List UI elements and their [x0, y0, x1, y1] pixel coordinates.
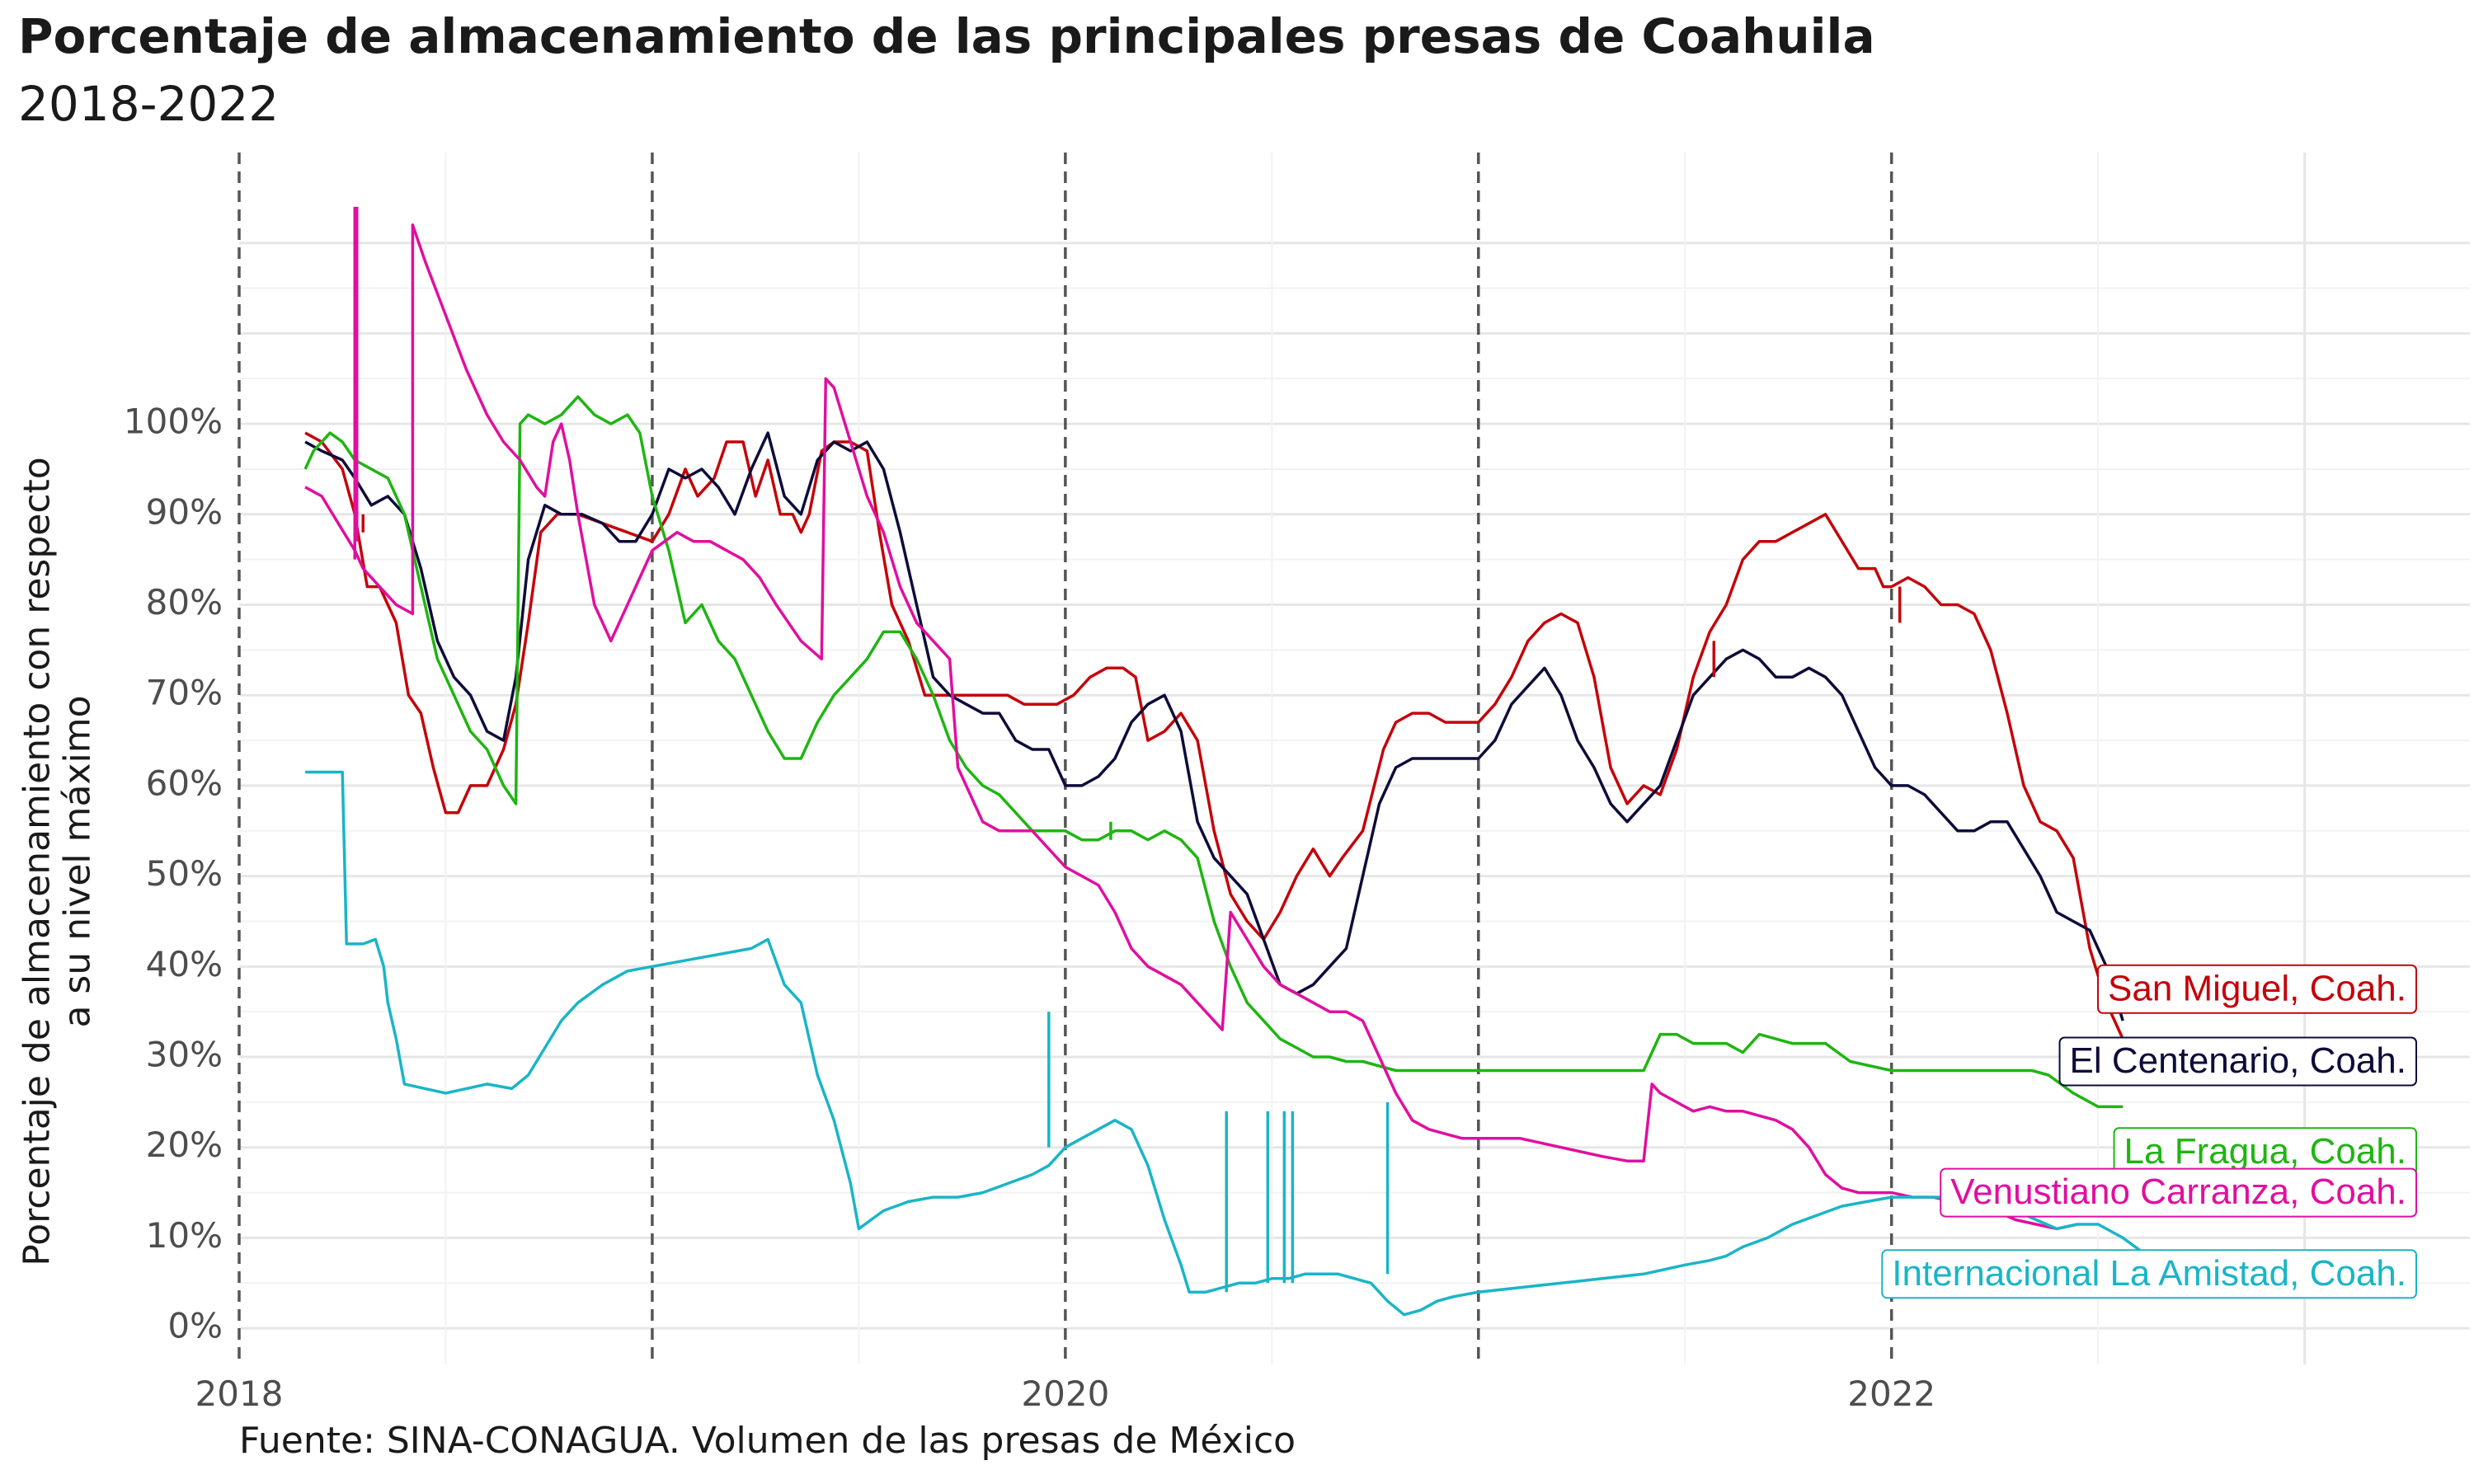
- series-labels: San Miguel, Coah. El Centenario, Coah. La …: [1881, 964, 2417, 1299]
- series-line-2: [303, 395, 2124, 1109]
- y-tick-label: 0%: [167, 1306, 223, 1346]
- series-label-text: Internacional La Amistad, Coah.: [1892, 1253, 2406, 1294]
- series-label-box: [1881, 1249, 2417, 1299]
- series-label: Internacional La Amistad, Coah.: [1881, 1249, 2417, 1299]
- y-tick-label: 90%: [146, 491, 223, 532]
- series-label-box: [2058, 1036, 2417, 1087]
- x-axis-ticks: 2018 2020 2022: [195, 1374, 1936, 1414]
- y-tick-label: 20%: [146, 1125, 223, 1165]
- x-tick-label: 2018: [195, 1374, 284, 1414]
- series-label: El Centenario, Coah.: [2058, 1036, 2417, 1087]
- series-label-text: San Miguel, Coah.: [2108, 968, 2406, 1008]
- series-layer: [303, 206, 2149, 1317]
- y-tick-label: 30%: [146, 1035, 223, 1075]
- y-tick-label: 80%: [146, 582, 223, 622]
- y-tick-label: 70%: [146, 673, 223, 713]
- series-line-4: [305, 770, 2149, 1317]
- x-tick-label: 2022: [1847, 1374, 1935, 1414]
- series-label-text: La Fragua, Coah.: [2124, 1131, 2406, 1172]
- y-tick-label: 50%: [146, 853, 223, 894]
- series-label-box: [2097, 964, 2417, 1014]
- chart-caption: Fuente: SINA-CONAGUA. Volumen de las pre…: [239, 1420, 1296, 1462]
- y-axis-ticks: 0% 10% 20% 30% 40% 50% 60% 70% 80% 90% 100%: [124, 402, 223, 1346]
- series-label: La Fragua, Coah.: [2113, 1127, 2417, 1177]
- y-tick-label: 60%: [146, 763, 223, 803]
- series-label-box: [1940, 1167, 2417, 1218]
- series-line-0: [304, 431, 2124, 1040]
- y-tick-label: 100%: [124, 402, 223, 442]
- y-tick-label: 10%: [146, 1215, 223, 1256]
- series-line-1: [304, 431, 2124, 1021]
- y-tick-label: 40%: [146, 944, 223, 984]
- year-dashed-lines: [238, 153, 1893, 1364]
- grid-layer: [239, 153, 2470, 1364]
- series-label-text: Venustiano Carranza, Coah.: [1950, 1172, 2406, 1212]
- series-label: San Miguel, Coah.: [2097, 964, 2417, 1014]
- series-label: Venustiano Carranza, Coah.: [1940, 1167, 2417, 1218]
- series-line-3: [304, 223, 2078, 1231]
- chart-subtitle: 2018-2022: [18, 76, 280, 132]
- series-label-text: El Centenario, Coah.: [2070, 1040, 2406, 1081]
- chart-title: Porcentaje de almacenamiento de las prin…: [18, 8, 1875, 64]
- x-tick-label: 2020: [1021, 1374, 1109, 1414]
